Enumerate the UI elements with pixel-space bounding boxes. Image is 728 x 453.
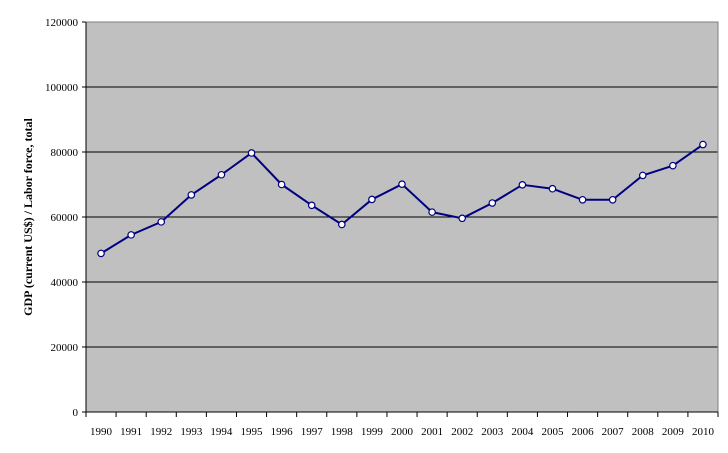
x-tick-label-2007: 2007 [602,426,625,438]
data-point-1992 [157,218,166,226]
x-tick-label-2006: 2006 [572,426,595,438]
x-tick-label-2001: 2001 [421,426,443,438]
x-tick-label-1993: 1993 [180,426,203,438]
y-axis-title: GDP (current US$) / Labor force, total [21,118,35,316]
axes [82,21,719,417]
y-tick-label-3: 60000 [51,212,79,224]
y-tick-label-0: 0 [73,407,79,419]
data-point-2002 [458,214,466,223]
data-point-1990 [97,249,105,258]
x-tick-label-1994: 1994 [210,426,233,438]
x-tick-label-1991: 1991 [120,426,142,438]
x-tick-label-2010: 2010 [692,426,715,438]
x-tick-label-2005: 2005 [541,426,564,438]
x-tick-label-2004: 2004 [511,426,534,438]
data-point-2005 [548,184,557,193]
data-point-1999 [368,195,376,204]
series-group [97,140,707,258]
y-tick-label-5: 100000 [45,82,79,94]
data-point-1993 [187,191,196,199]
data-point-2008 [638,171,647,180]
data-point-2001 [428,208,436,216]
x-tick-label-2000: 2000 [391,426,414,438]
x-tick-label-1999: 1999 [361,426,384,438]
data-point-2009 [669,161,677,170]
data-point-2004 [518,181,527,189]
x-tick-label-1992: 1992 [150,426,172,438]
x-tick-label-1990: 1990 [90,426,113,438]
x-tick-label-1995: 1995 [241,426,264,438]
x-tick-label-2008: 2008 [632,426,655,438]
data-point-2007 [608,195,617,204]
data-point-1996 [277,180,286,189]
data-point-2010 [699,140,707,149]
data-point-1998 [338,220,346,229]
data-point-1991 [127,231,135,239]
x-tick-label-2009: 2009 [662,426,685,438]
x-tick-label-2003: 2003 [481,426,504,438]
x-tick-label-2002: 2002 [451,426,473,438]
y-tick-label-4: 80000 [51,147,79,159]
y-tick-label-1: 20000 [51,342,79,354]
data-point-2000 [398,180,406,188]
data-point-1997 [307,201,316,210]
x-axis-tick-labels: 1990 1991 1992 1993 1994 1995 1996 1997 1998 1999… [90,426,714,438]
data-point-2003 [488,199,497,207]
y-axis-tick-labels: 0 20000 40000 60000 80000 100000 120000 [45,17,79,419]
data-point-2006 [578,195,587,204]
data-point-1995 [247,149,256,157]
x-tick-label-1997: 1997 [301,426,324,438]
y-tick-label-2: 40000 [51,277,79,289]
x-tick-label-1996: 1996 [271,426,294,438]
x-tick-label-1998: 1998 [331,426,354,438]
y-tick-label-6: 120000 [45,17,79,29]
data-point-1994 [217,170,226,179]
